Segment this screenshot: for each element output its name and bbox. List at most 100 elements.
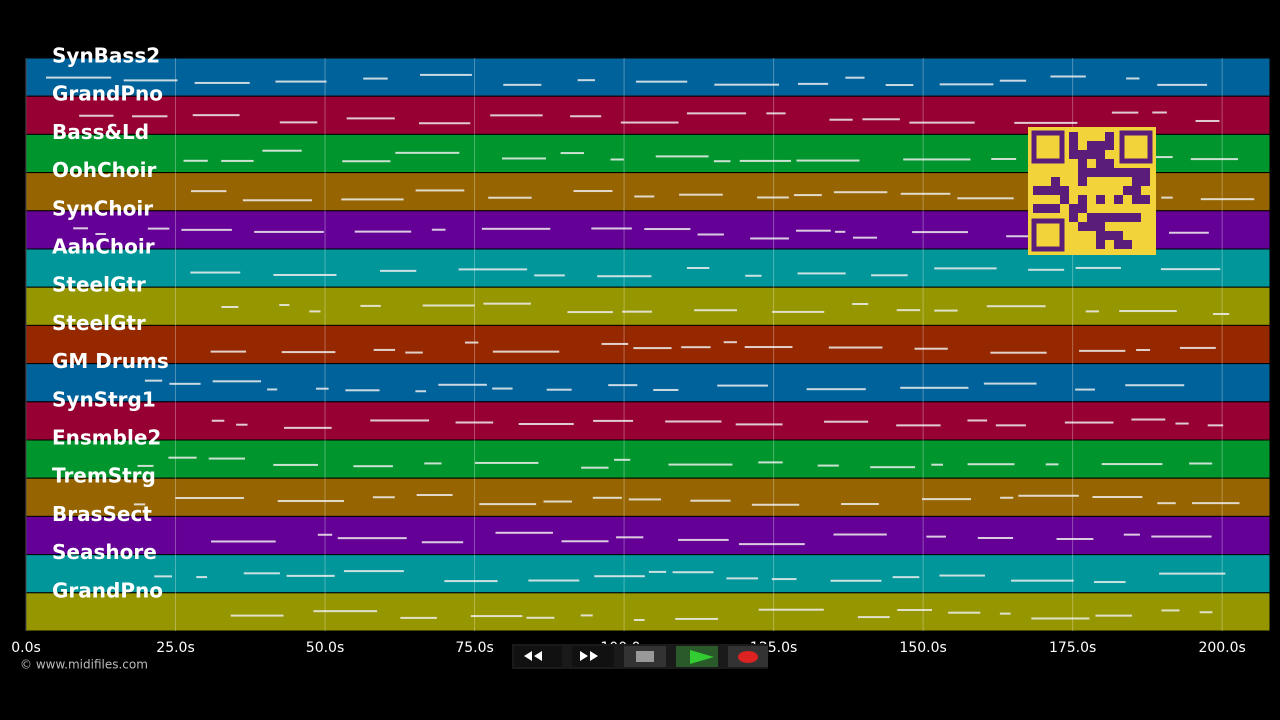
note <box>871 274 908 277</box>
note <box>422 304 475 307</box>
qr-cell <box>1123 168 1132 177</box>
note <box>1160 268 1221 271</box>
note <box>939 83 994 86</box>
note <box>281 351 336 354</box>
qr-cell <box>1114 240 1123 249</box>
play-button[interactable] <box>676 646 718 667</box>
note <box>983 382 1037 385</box>
note <box>1195 119 1220 122</box>
note <box>897 608 932 611</box>
note <box>679 193 723 196</box>
qr-cell <box>1051 186 1060 195</box>
record-button[interactable] <box>728 646 768 667</box>
note <box>653 388 679 391</box>
track-label: Ensmble2 <box>52 426 161 450</box>
qr-cell <box>1069 150 1078 159</box>
qr-cell <box>1123 186 1132 195</box>
note <box>147 227 170 230</box>
note <box>806 388 866 391</box>
note <box>211 540 276 543</box>
stop-button[interactable] <box>624 646 666 667</box>
qr-cell <box>1132 186 1141 195</box>
note <box>926 535 946 538</box>
note <box>353 465 393 468</box>
note <box>577 79 596 82</box>
note <box>363 77 388 80</box>
note <box>132 115 168 118</box>
rewind-button[interactable] <box>514 646 562 667</box>
note <box>601 342 629 345</box>
note <box>967 463 1015 466</box>
note <box>672 571 714 574</box>
note <box>1190 158 1239 161</box>
note <box>194 81 250 84</box>
qr-cell <box>1051 177 1060 186</box>
note <box>1050 75 1086 78</box>
note <box>614 458 631 461</box>
qr-cell <box>1105 132 1114 141</box>
note <box>934 267 997 270</box>
note <box>1056 538 1094 541</box>
note <box>912 231 968 234</box>
note <box>1095 614 1133 617</box>
note <box>999 79 1027 82</box>
note <box>766 112 786 115</box>
note <box>1064 421 1114 424</box>
note <box>723 341 737 344</box>
note <box>931 463 944 466</box>
qr-cell <box>1114 231 1123 240</box>
note <box>1207 424 1224 427</box>
note <box>464 341 479 344</box>
qr-cell <box>1132 195 1141 204</box>
note <box>1085 310 1099 313</box>
forward-button[interactable] <box>572 646 614 667</box>
qr-cell <box>1060 195 1069 204</box>
qr-cell <box>1087 222 1096 231</box>
note <box>1126 77 1140 80</box>
note <box>668 463 733 466</box>
x-tick-label: 0.0s <box>11 640 41 656</box>
track-label: TremStrg <box>52 464 156 488</box>
note <box>633 347 672 350</box>
note <box>697 233 724 236</box>
note <box>829 118 853 121</box>
note <box>694 309 738 312</box>
track-label: GM Drums <box>52 349 169 373</box>
qr-cell <box>1078 222 1087 231</box>
note <box>751 503 800 506</box>
note <box>1179 346 1216 349</box>
note <box>444 580 498 583</box>
note <box>675 617 719 620</box>
note <box>1094 581 1126 584</box>
note <box>154 575 172 578</box>
qr-cell <box>1087 213 1096 222</box>
note <box>284 426 332 429</box>
qr-cell <box>1051 204 1060 213</box>
note <box>758 461 783 464</box>
note <box>405 351 423 354</box>
note <box>948 611 981 614</box>
note <box>744 346 793 349</box>
note <box>395 151 460 154</box>
note <box>133 503 146 506</box>
note <box>892 576 920 579</box>
qr-cell <box>1141 177 1150 186</box>
note <box>1157 502 1176 505</box>
x-tick-label: 50.0s <box>306 640 344 656</box>
track-label: SynBass2 <box>52 44 160 68</box>
x-tick-label: 25.0s <box>156 640 194 656</box>
note <box>655 155 709 158</box>
note <box>438 383 487 386</box>
note <box>210 350 247 353</box>
note <box>591 227 632 230</box>
note <box>870 466 916 469</box>
note <box>797 272 846 275</box>
note <box>370 419 430 422</box>
note <box>644 228 691 231</box>
note <box>681 346 711 349</box>
qr-cell <box>1096 213 1105 222</box>
qr-cell <box>1033 204 1042 213</box>
qr-cell <box>1096 141 1105 150</box>
note <box>313 610 378 613</box>
note <box>686 267 710 270</box>
